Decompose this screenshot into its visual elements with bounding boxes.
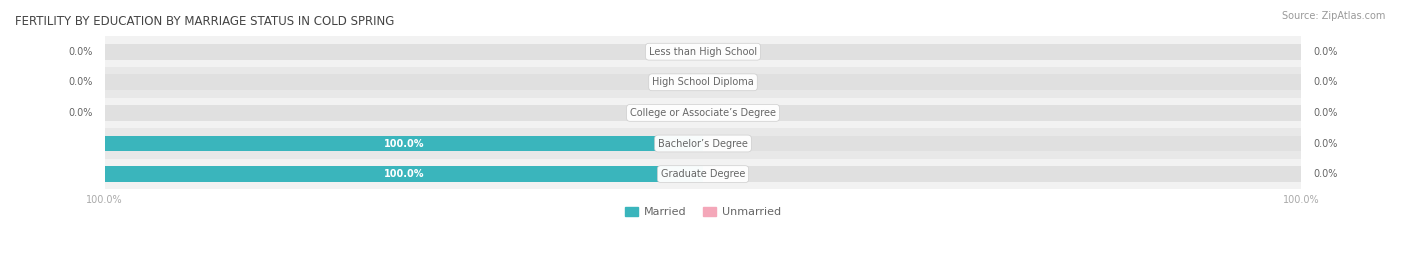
Text: 0.0%: 0.0% xyxy=(1313,77,1337,87)
Legend: Married, Unmarried: Married, Unmarried xyxy=(620,203,786,222)
Bar xyxy=(104,36,1302,67)
Bar xyxy=(104,67,1302,98)
Bar xyxy=(104,136,703,151)
Text: 0.0%: 0.0% xyxy=(1313,169,1337,179)
Bar xyxy=(703,74,1302,90)
Text: 100.0%: 100.0% xyxy=(384,169,425,179)
Bar xyxy=(104,136,703,151)
Text: 100.0%: 100.0% xyxy=(384,139,425,148)
Text: FERTILITY BY EDUCATION BY MARRIAGE STATUS IN COLD SPRING: FERTILITY BY EDUCATION BY MARRIAGE STATU… xyxy=(15,15,394,28)
Bar xyxy=(104,98,1302,128)
Bar xyxy=(703,136,1302,151)
Text: 0.0%: 0.0% xyxy=(1313,139,1337,148)
Text: Less than High School: Less than High School xyxy=(650,47,756,57)
Text: 0.0%: 0.0% xyxy=(69,108,93,118)
Bar xyxy=(104,166,703,182)
Bar xyxy=(104,74,703,90)
Text: Graduate Degree: Graduate Degree xyxy=(661,169,745,179)
Bar xyxy=(703,105,1302,121)
Text: Source: ZipAtlas.com: Source: ZipAtlas.com xyxy=(1281,11,1385,21)
Text: Bachelor’s Degree: Bachelor’s Degree xyxy=(658,139,748,148)
Bar xyxy=(104,159,1302,189)
Bar xyxy=(104,44,703,60)
Text: 0.0%: 0.0% xyxy=(69,47,93,57)
Bar xyxy=(104,105,703,121)
Text: 0.0%: 0.0% xyxy=(1313,108,1337,118)
Bar xyxy=(104,166,703,182)
Text: 0.0%: 0.0% xyxy=(69,77,93,87)
Text: College or Associate’s Degree: College or Associate’s Degree xyxy=(630,108,776,118)
Bar xyxy=(703,44,1302,60)
Bar xyxy=(703,166,1302,182)
Text: High School Diploma: High School Diploma xyxy=(652,77,754,87)
Text: 0.0%: 0.0% xyxy=(1313,47,1337,57)
Bar xyxy=(104,128,1302,159)
